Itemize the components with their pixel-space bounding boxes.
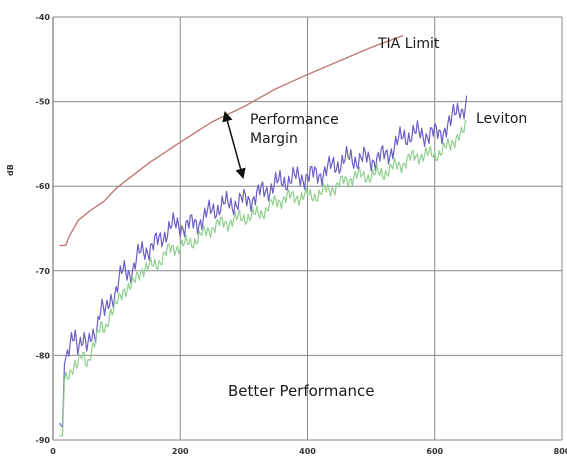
performance-margin-arrow	[222, 110, 246, 180]
y-tick-label: -90	[36, 436, 51, 445]
y-tick-label: -50	[36, 98, 51, 107]
series-line-leviton	[58, 95, 468, 428]
tick-labels: 0 200 400 600 800 -40 -50 -60 -70 -80 -90	[36, 13, 567, 456]
x-tick-label: 400	[299, 447, 316, 456]
y-tick-label: -80	[36, 351, 51, 360]
x-tick-label: 800	[554, 447, 567, 456]
y-tick-label: -60	[36, 182, 51, 191]
series-line-series-2	[59, 120, 467, 437]
annotation-tia-limit: TIA Limit	[377, 36, 440, 52]
x-tick-label: 600	[426, 447, 443, 456]
y-tick-label: -40	[36, 13, 51, 22]
y-axis-label: dB	[6, 164, 15, 176]
annotation-better-performance: Better Performance	[228, 382, 375, 400]
annotation-margin: Margin	[250, 131, 298, 147]
annotation-leviton: Leviton	[476, 111, 527, 127]
grid	[52, 16, 563, 441]
x-tick-label: 200	[172, 447, 189, 456]
x-tick-label: 0	[50, 447, 56, 456]
y-tick-label: -70	[36, 267, 51, 276]
annotation-performance: Performance	[250, 112, 339, 128]
